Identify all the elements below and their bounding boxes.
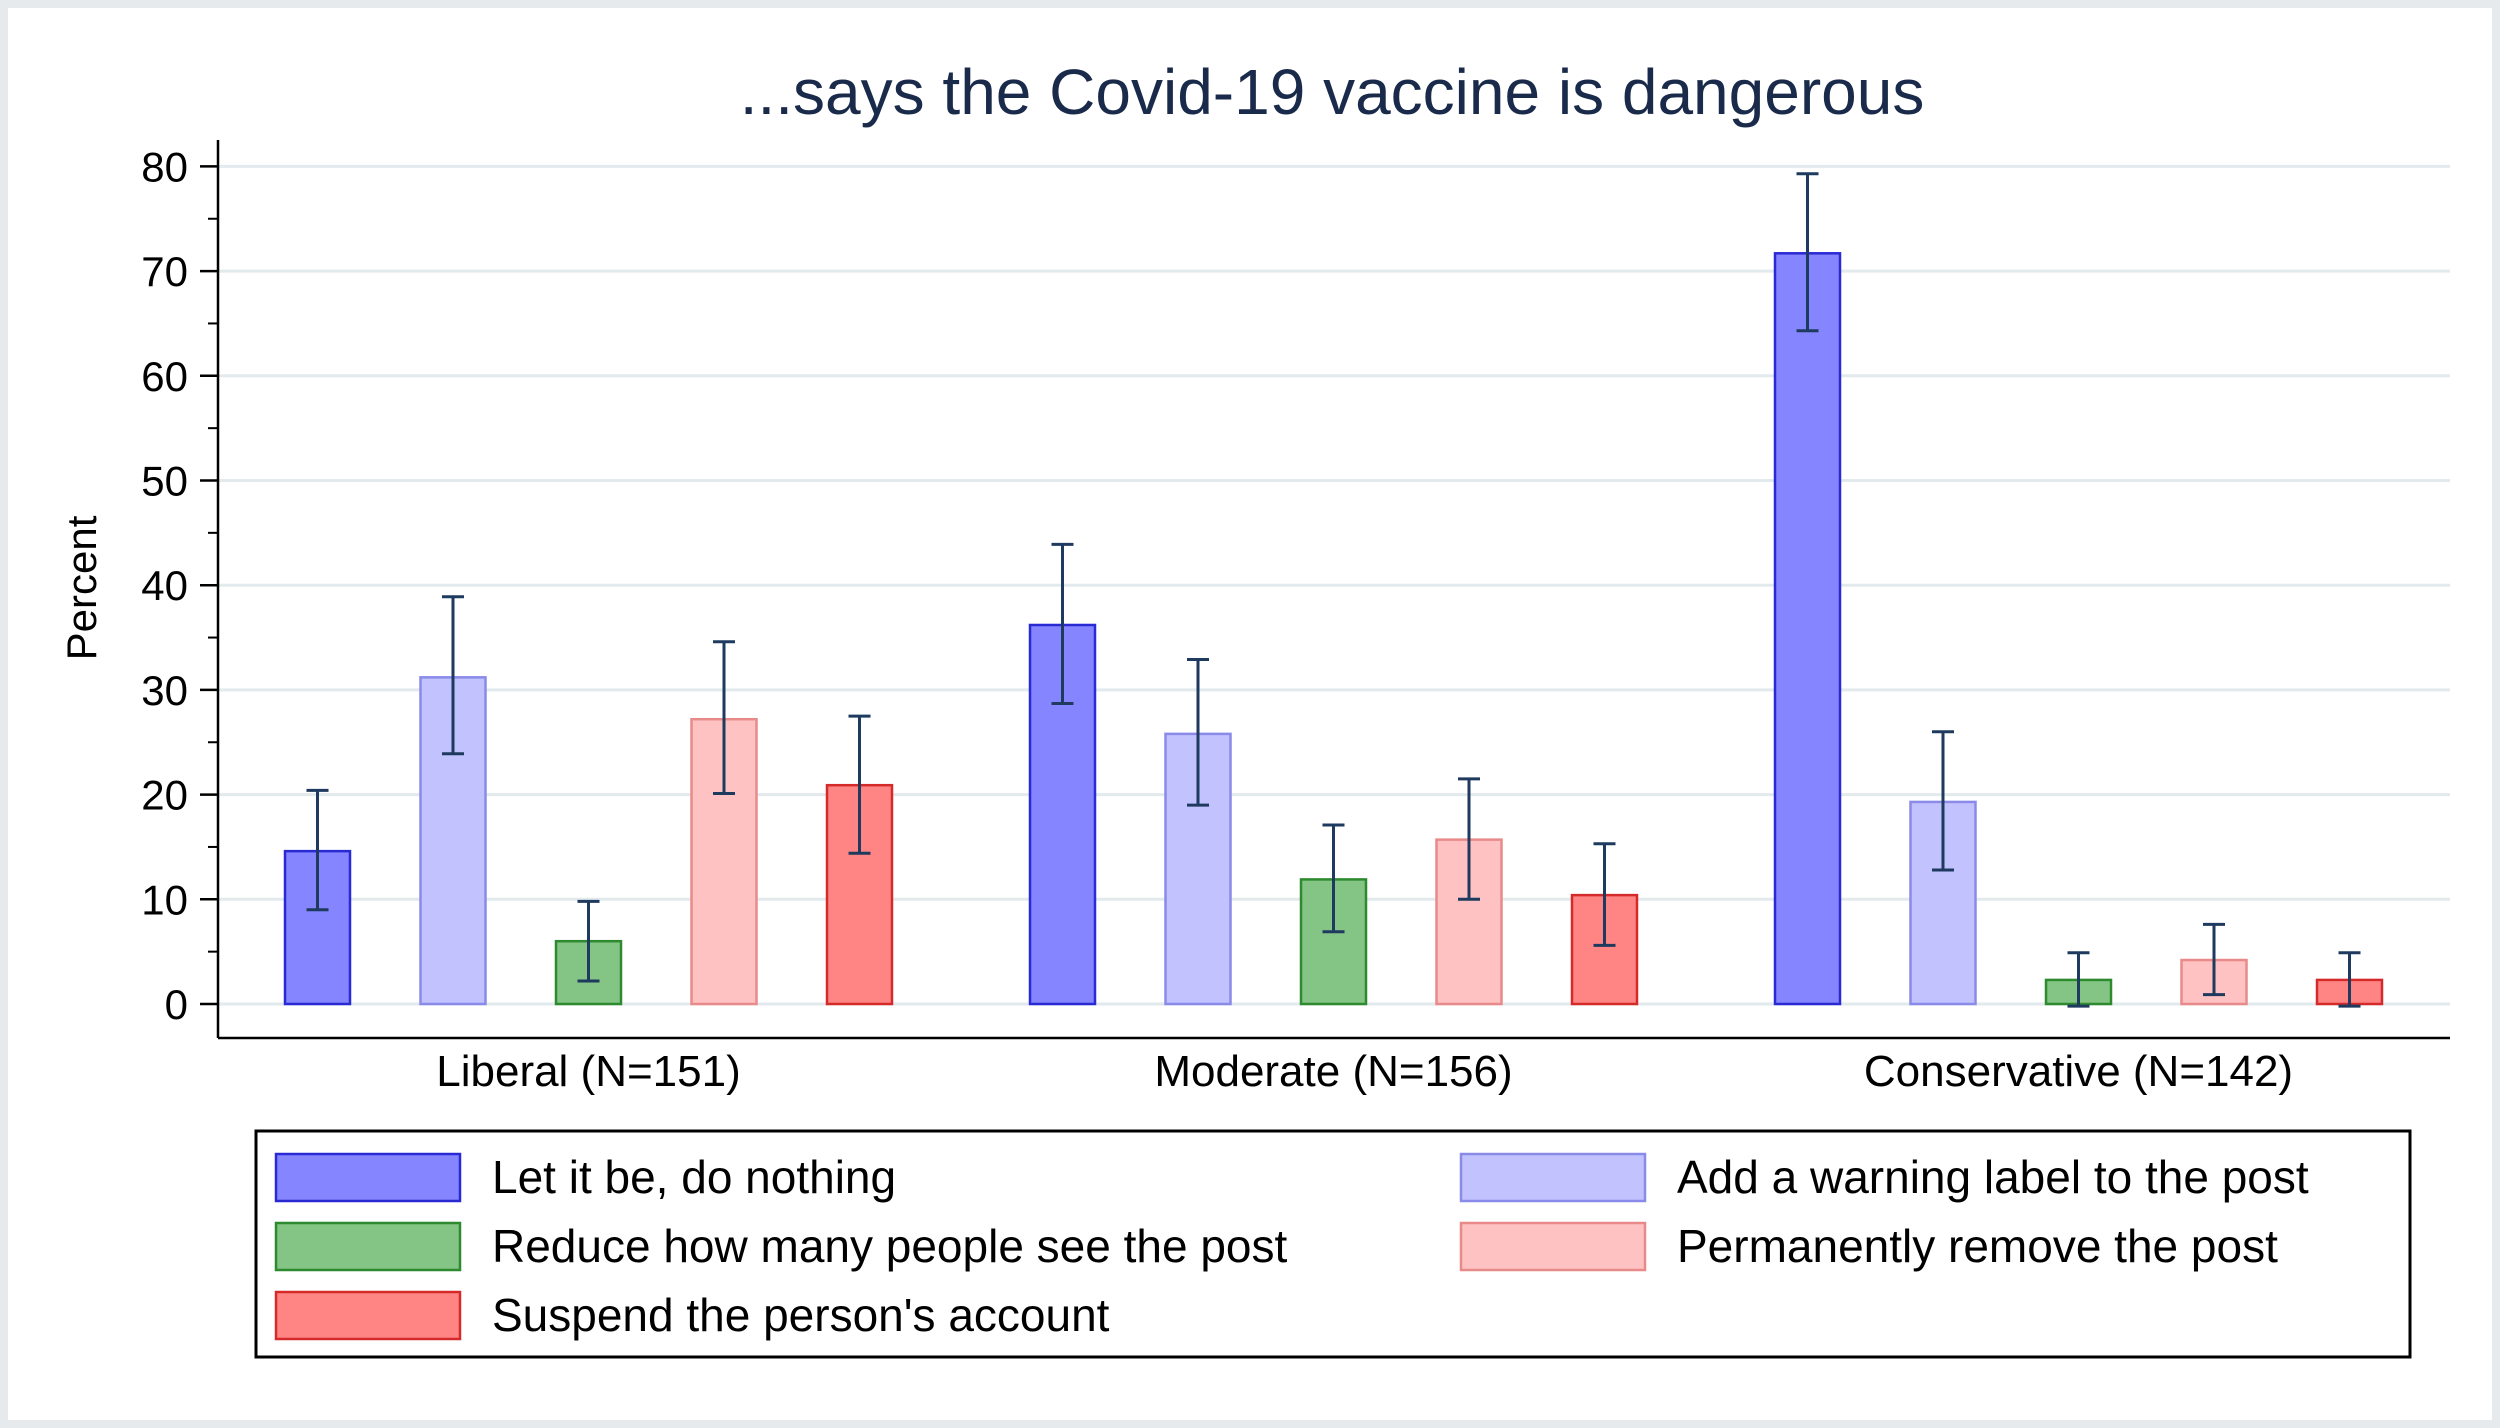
legend-swatch <box>274 1221 462 1272</box>
chart-title: ...says the Covid-19 vaccine is dangerou… <box>740 56 1925 128</box>
y-tick-label: 60 <box>141 353 188 400</box>
legend-swatch <box>274 1290 462 1341</box>
y-tick-label: 10 <box>141 876 188 923</box>
bar <box>825 783 894 1006</box>
x-category-label: Conservative (N=142) <box>1864 1047 2293 1096</box>
y-tick-label: 40 <box>141 562 188 609</box>
legend-label: Suspend the person's account <box>492 1289 1110 1341</box>
legend-label: Reduce how many people see the post <box>492 1220 1288 1272</box>
y-tick-label: 30 <box>141 667 188 714</box>
x-category-label: Moderate (N=156) <box>1154 1047 1512 1096</box>
y-tick-label: 20 <box>141 772 188 819</box>
bar <box>1773 252 1842 1006</box>
legend: Let it be, do nothing Add a warning label… <box>254 1129 2412 1359</box>
legend-swatch <box>1459 1221 1647 1272</box>
y-tick-label: 70 <box>141 248 188 295</box>
legend-label: Permanently remove the post <box>1677 1220 2278 1272</box>
legend-label: Let it be, do nothing <box>492 1151 896 1203</box>
y-tick-label: 0 <box>165 981 188 1028</box>
y-tick-label: 80 <box>141 143 188 190</box>
y-axis-label: Percent <box>58 515 105 660</box>
axes: 0 10 20 30 40 50 60 70 80 Liberal (N=151) Moderate… <box>141 140 2450 1096</box>
legend-swatch <box>274 1152 462 1203</box>
legend-swatch <box>1459 1152 1647 1203</box>
bars <box>283 252 2384 1006</box>
x-category-label: Liberal (N=151) <box>436 1047 741 1096</box>
legend-box <box>254 1129 2412 1359</box>
legend-label: Add a warning label to the post <box>1677 1151 2309 1203</box>
y-tick-label: 50 <box>141 458 188 505</box>
error-bars <box>306 172 2361 1008</box>
